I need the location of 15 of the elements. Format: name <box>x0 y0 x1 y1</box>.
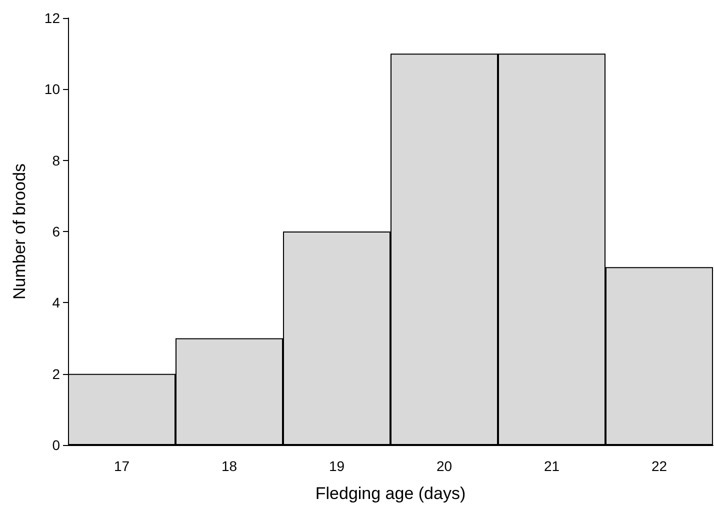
y-tick-label: 6 <box>52 224 60 240</box>
y-tick-label: 8 <box>52 152 60 168</box>
y-tick-label: 4 <box>52 294 60 311</box>
x-tick-label: 17 <box>114 458 130 474</box>
y-tick-label: 0 <box>52 437 60 453</box>
y-tick-label: 10 <box>44 81 60 98</box>
x-tick-label: 18 <box>221 458 238 474</box>
x-tick-label: 19 <box>328 458 345 474</box>
y-tick-label: 12 <box>44 10 60 26</box>
x-tick-label: 20 <box>436 458 452 474</box>
x-axis-title: Fledging age (days) <box>315 484 466 503</box>
x-tick-label: 22 <box>651 458 668 474</box>
y-axis-title: Number of broods <box>10 163 29 300</box>
x-tick-label: 21 <box>544 458 560 474</box>
y-tick-label: 2 <box>52 366 60 382</box>
